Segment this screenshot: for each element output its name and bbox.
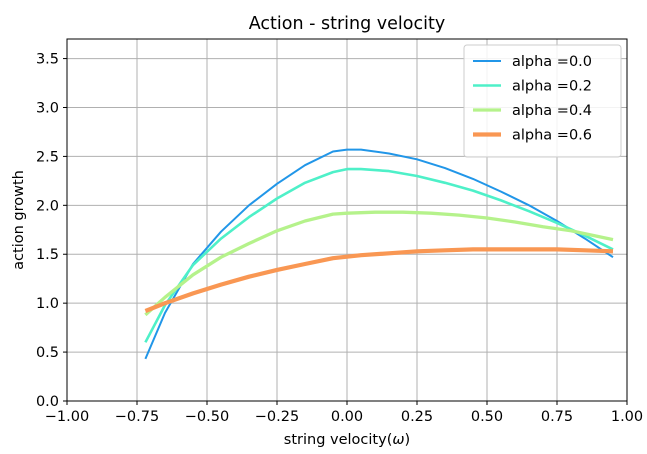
x-tick-label: −0.25 <box>255 409 299 425</box>
x-tick-label: 0.00 <box>331 409 363 425</box>
y-tick-label: 2.5 <box>36 149 59 165</box>
x-tick-label: 0.50 <box>471 409 503 425</box>
y-tick-label: 1.5 <box>36 247 59 263</box>
series-line-2 <box>144 210 614 317</box>
legend-label-3: alpha =0.6 <box>512 128 592 144</box>
legend: alpha =0.0 alpha =0.2 alpha =0.4 alpha =0.6 <box>463 44 622 158</box>
series-line-3 <box>144 247 614 313</box>
x-tick-label: 0.25 <box>401 409 433 425</box>
y-tick-label: 2.0 <box>36 198 59 214</box>
chart-title: Action - string velocity <box>249 14 445 34</box>
y-tick-label: 3.0 <box>36 100 59 116</box>
ticks: −1.00 −0.75 −0.50 −0.25 0.00 0.25 0.50 0.75 1.00… <box>36 52 643 425</box>
x-axis-label: string velocity(ω) <box>284 432 410 448</box>
series-layer <box>144 148 614 360</box>
x-tick-label: 1.00 <box>611 409 643 425</box>
y-tick-label: 1.0 <box>36 296 59 312</box>
y-tick-label: 3.5 <box>36 52 59 68</box>
legend-label-0: alpha =0.0 <box>512 54 592 70</box>
y-tick-label: 0.5 <box>36 345 59 361</box>
legend-label-2: alpha =0.4 <box>512 103 592 119</box>
x-tick-label: 0.75 <box>541 409 573 425</box>
x-tick-label: −0.50 <box>185 409 229 425</box>
y-tick-label: 0.0 <box>36 394 59 410</box>
y-axis-label: action growth <box>11 170 27 270</box>
legend-box <box>463 44 622 158</box>
x-tick-label: −0.75 <box>115 409 159 425</box>
legend-label-1: alpha =0.2 <box>512 79 592 95</box>
x-tick-label: −1.00 <box>45 409 89 425</box>
series-line-1 <box>144 167 614 343</box>
series-line-0 <box>144 148 614 360</box>
